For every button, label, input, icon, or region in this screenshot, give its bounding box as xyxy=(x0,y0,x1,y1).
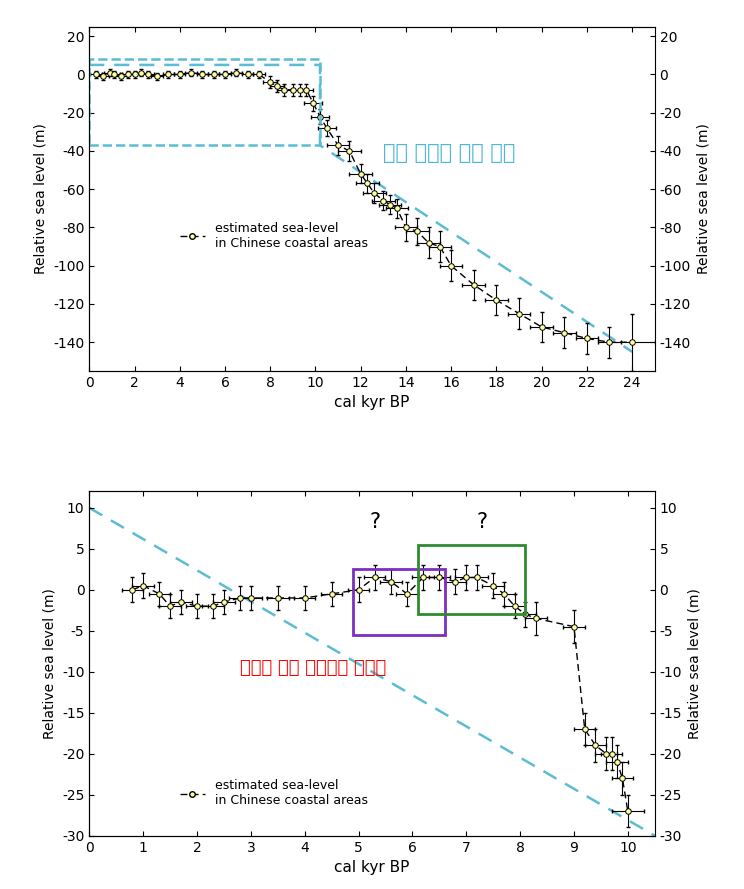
Text: 과거 해수면 변동 복원: 과거 해수면 변동 복원 xyxy=(383,143,516,164)
Y-axis label: Relative sea level (m): Relative sea level (m) xyxy=(42,589,57,739)
X-axis label: cal kyr BP: cal kyr BP xyxy=(334,396,410,411)
X-axis label: cal kyr BP: cal kyr BP xyxy=(334,860,410,875)
Text: ?: ? xyxy=(369,512,380,533)
Bar xyxy=(418,545,525,614)
Text: ?: ? xyxy=(477,512,488,533)
Y-axis label: Relative sea level (m): Relative sea level (m) xyxy=(687,589,702,739)
Bar xyxy=(89,60,320,145)
Y-axis label: Relative sea level (m): Relative sea level (m) xyxy=(696,124,711,274)
Legend: estimated sea-level
in Chinese coastal areas: estimated sea-level in Chinese coastal a… xyxy=(175,774,373,813)
Y-axis label: Relative sea level (m): Relative sea level (m) xyxy=(33,124,48,274)
Legend: estimated sea-level
in Chinese coastal areas: estimated sea-level in Chinese coastal a… xyxy=(175,217,373,254)
Text: 홈로세 남해 아열대화 극대기: 홈로세 남해 아열대화 극대기 xyxy=(240,660,386,677)
Bar xyxy=(353,569,445,635)
